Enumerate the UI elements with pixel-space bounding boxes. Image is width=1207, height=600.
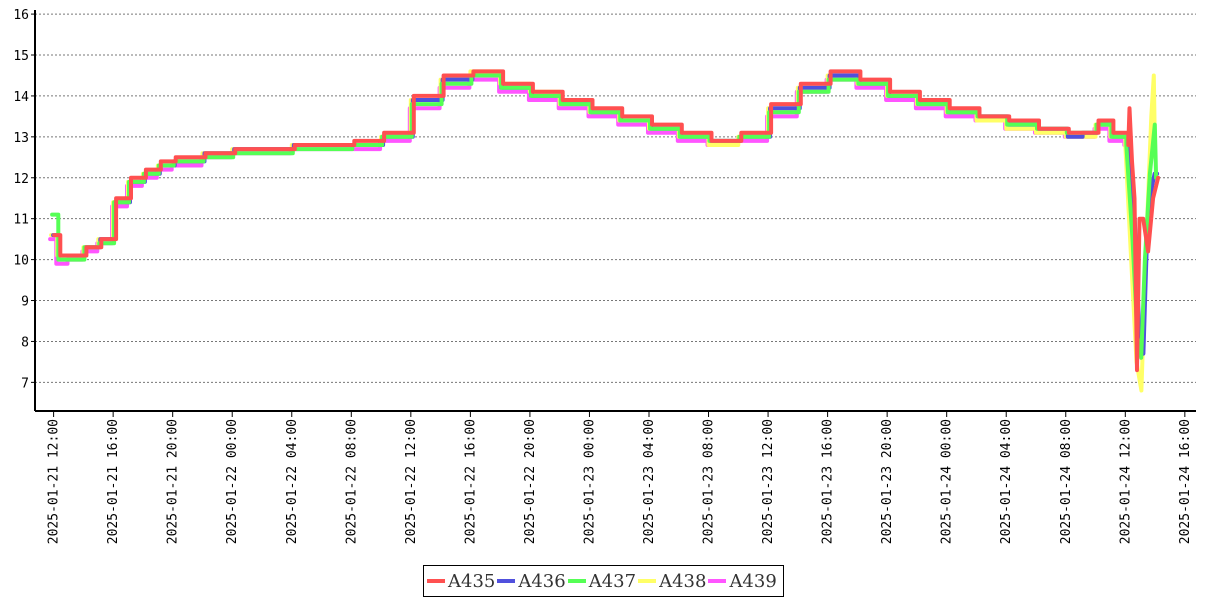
series-line-a435	[52, 69, 1161, 373]
chart-legend: A435 A436 A437 A438 A439	[423, 565, 784, 597]
x-tick-label: 2025-01-22 16:00	[463, 419, 478, 544]
legend-label-a435: A435	[448, 570, 496, 592]
y-tick-label: 16	[13, 8, 29, 23]
x-axis-ticks: 2025-01-21 12:00 2025-01-21 16:00 2025-01-…	[47, 411, 1193, 544]
legend-label-a436: A436	[518, 570, 566, 592]
x-tick-label: 2025-01-22 04:00	[285, 419, 300, 544]
axes	[34, 10, 1196, 412]
y-tick-label: 8	[21, 335, 29, 350]
legend-label-a437: A437	[588, 570, 637, 592]
y-tick-label: 12	[13, 172, 29, 187]
x-tick-label: 2025-01-21 12:00	[47, 419, 62, 544]
x-tick-label: 2025-01-22 08:00	[344, 419, 359, 544]
x-tick-label: 2025-01-23 04:00	[642, 419, 657, 544]
legend-item-a436: A436	[497, 570, 566, 592]
legend-item-a439: A439	[708, 570, 777, 592]
grid-lines	[35, 13, 1196, 383]
legend-label-a439: A439	[729, 570, 777, 592]
y-tick-label: 7	[21, 376, 29, 391]
y-tick-label: 15	[13, 49, 29, 64]
y-tick-label: 10	[13, 254, 29, 269]
y-axis-ticks: 7 8 9 10 11 12 13 14 15 16	[13, 8, 35, 391]
x-tick-label: 2025-01-23 12:00	[761, 419, 776, 544]
x-tick-label: 2025-01-21 20:00	[166, 419, 181, 544]
x-tick-label: 2025-01-22 00:00	[225, 419, 240, 544]
legend-swatch-a438	[638, 579, 657, 583]
x-tick-label: 2025-01-22 20:00	[523, 419, 538, 544]
x-tick-label: 2025-01-21 16:00	[106, 419, 121, 544]
series-line-a438	[49, 69, 1158, 393]
legend-swatch-a436	[497, 579, 516, 583]
x-tick-label: 2025-01-24 16:00	[1178, 419, 1193, 544]
x-tick-label: 2025-01-23 20:00	[880, 419, 895, 544]
legend-item-a437: A437	[567, 570, 637, 592]
y-tick-label: 9	[21, 295, 29, 310]
y-tick-label: 13	[13, 131, 29, 146]
y-tick-label: 14	[13, 90, 29, 105]
x-tick-label: 2025-01-24 04:00	[999, 419, 1014, 544]
legend-item-a435: A435	[427, 571, 495, 592]
x-tick-label: 2025-01-24 00:00	[940, 419, 955, 544]
legend-swatch-a435	[427, 579, 445, 583]
series-lines	[48, 69, 1161, 393]
legend-item-a438: A438	[638, 571, 706, 592]
legend-swatch-a437	[567, 579, 586, 583]
x-tick-label: 2025-01-24 08:00	[1059, 419, 1074, 544]
x-tick-label: 2025-01-24 12:00	[1118, 419, 1133, 544]
legend-swatch-a439	[708, 579, 727, 583]
y-tick-label: 11	[13, 213, 29, 228]
x-tick-label: 2025-01-23 16:00	[821, 419, 836, 544]
x-tick-label: 2025-01-23 00:00	[582, 419, 597, 544]
legend-label-a438: A438	[659, 570, 707, 592]
x-tick-label: 2025-01-23 08:00	[702, 419, 717, 544]
x-tick-label: 2025-01-22 12:00	[404, 419, 419, 544]
